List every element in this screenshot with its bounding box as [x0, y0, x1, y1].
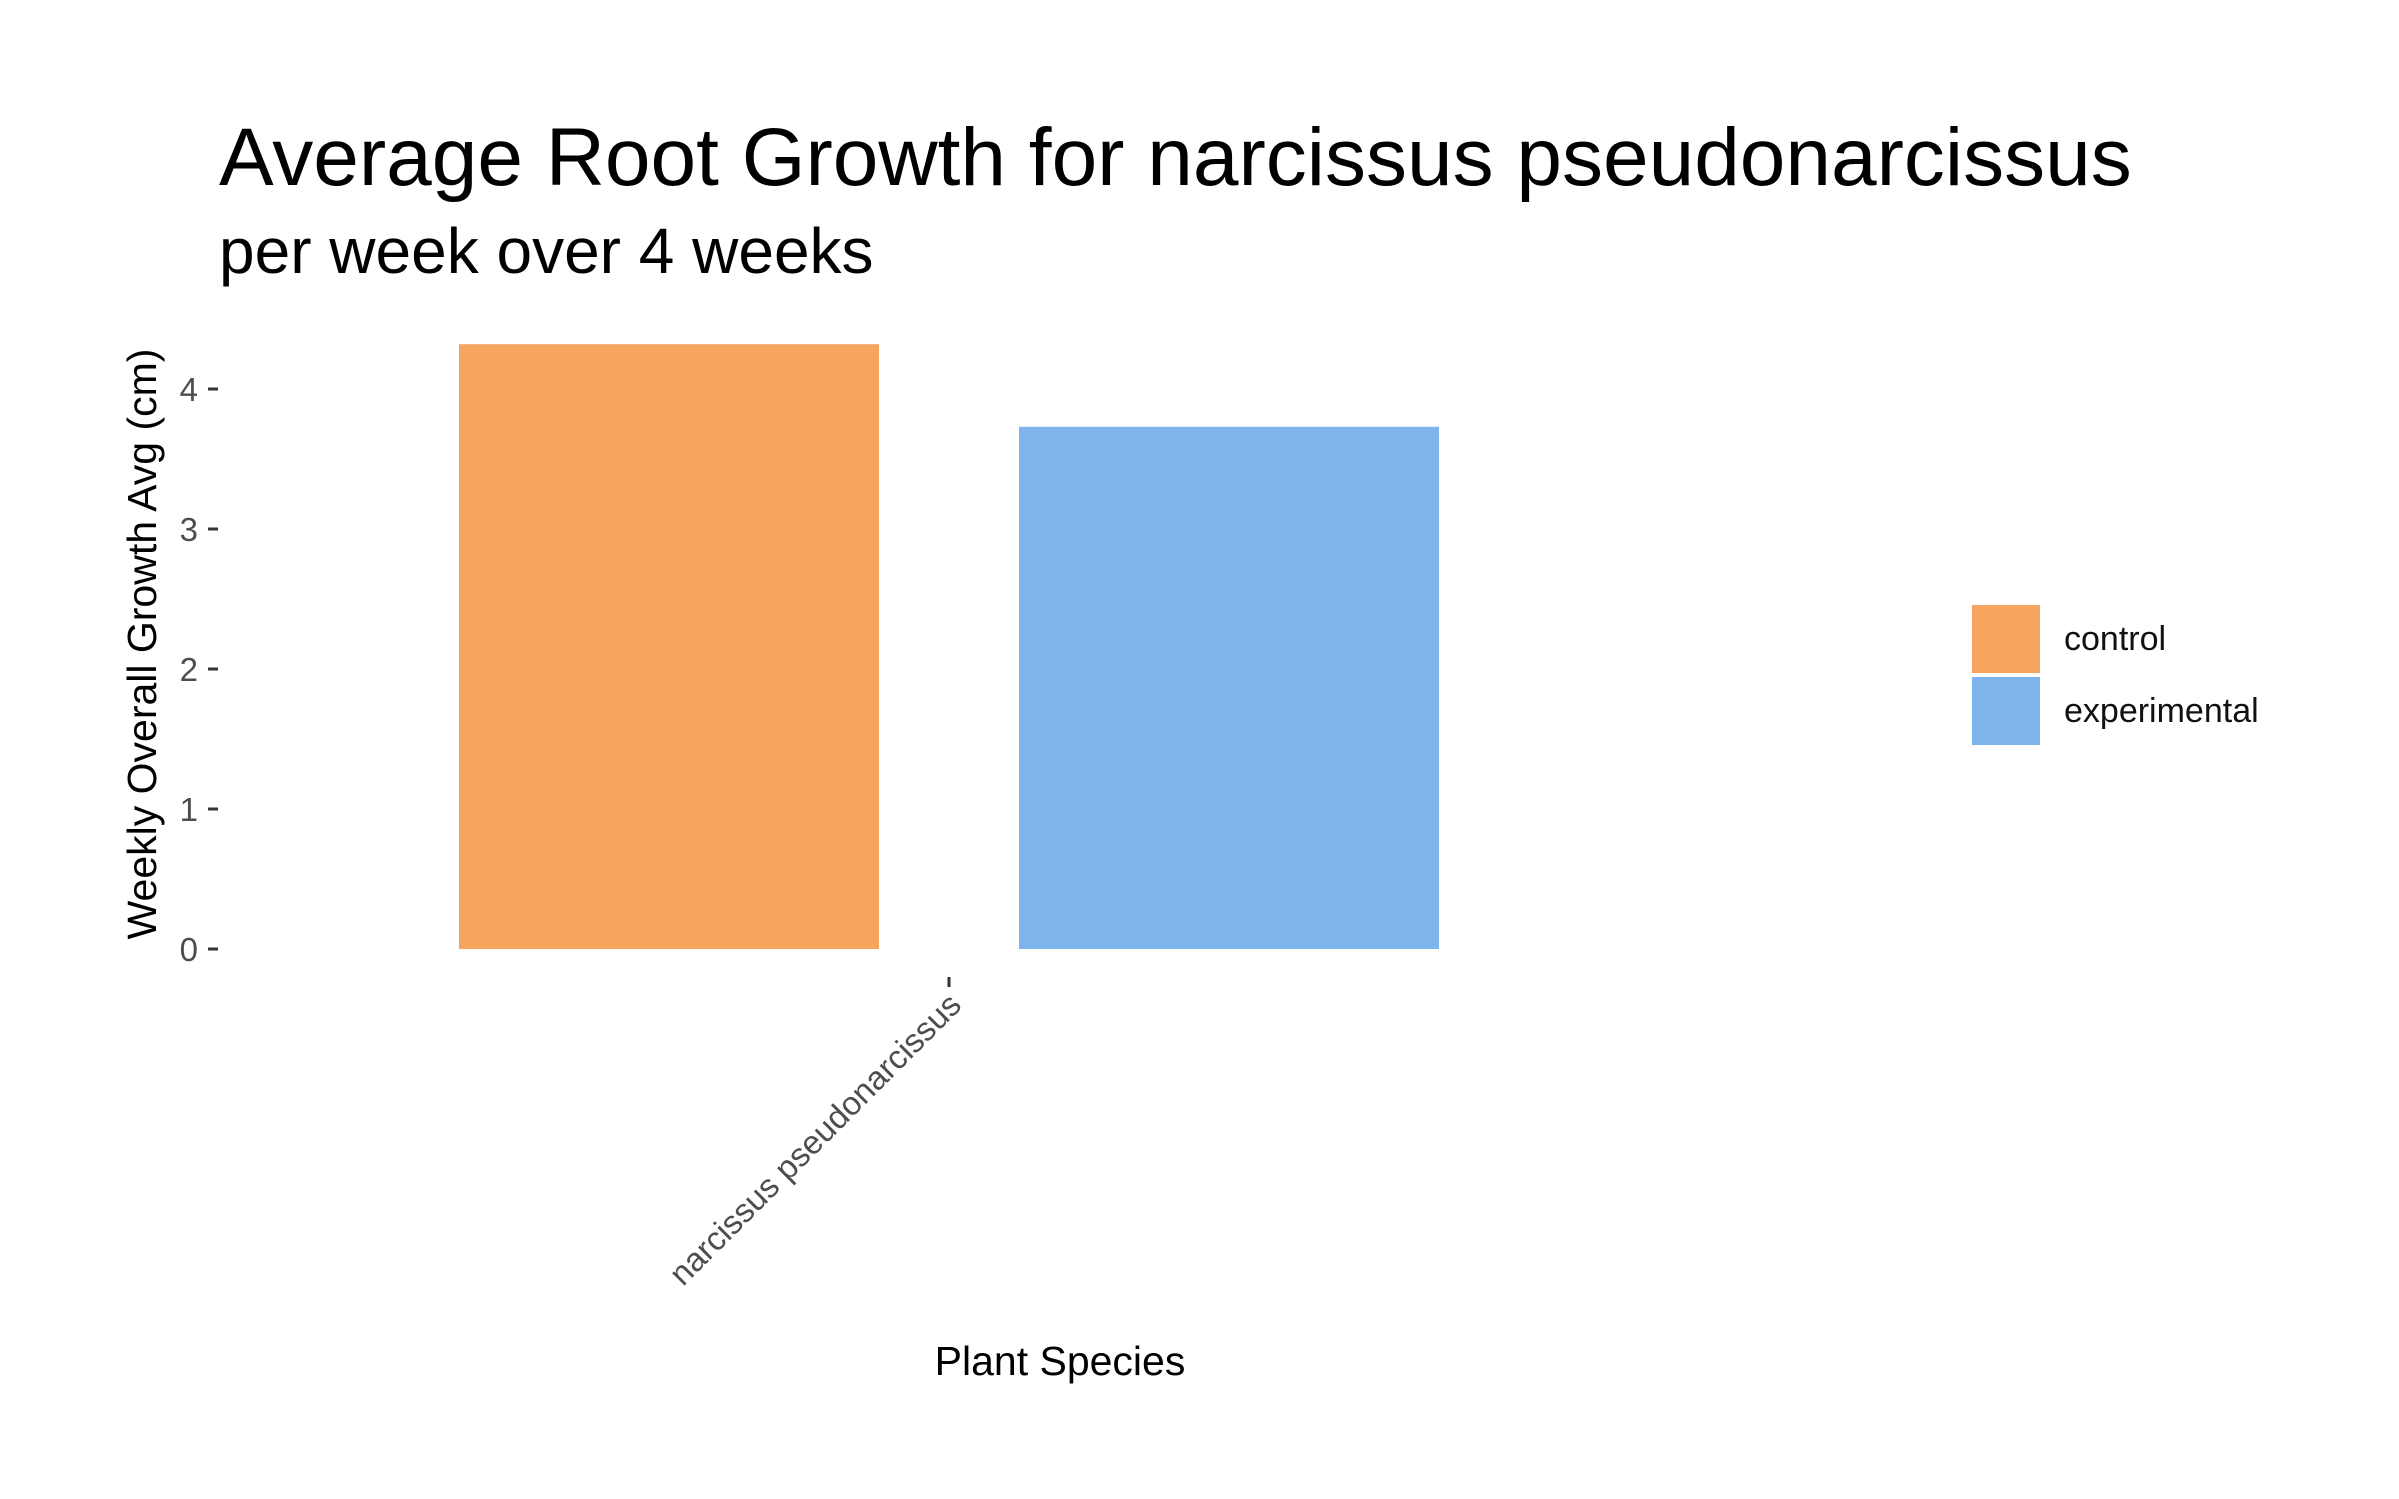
y-tick-label: 4 [180, 371, 198, 408]
legend-swatch-control [1972, 605, 2040, 673]
legend-label-control: control [2064, 620, 2167, 658]
legend-item-experimental: experimental [1972, 677, 2292, 745]
y-tick-label: 1 [180, 791, 198, 828]
legend-label-experimental: experimental [2064, 692, 2259, 730]
y-tick-label: 2 [180, 651, 198, 688]
chart-subtitle: per week over 4 weeks [219, 215, 874, 287]
legend-swatch-experimental [1972, 677, 2040, 745]
x-axis: narcissus pseudonarcissus [662, 977, 968, 1292]
bars [459, 344, 1439, 949]
bar-control [459, 344, 879, 949]
bar-experimental [1019, 426, 1439, 949]
y-tick-label: 3 [180, 511, 198, 548]
x-tick-label: narcissus pseudonarcissus [662, 986, 968, 1292]
legend-item-control: control [1972, 605, 2292, 673]
x-axis-title: Plant Species [934, 1338, 1186, 1384]
y-tick-label: 0 [180, 931, 198, 968]
y-axis: 0 1 2 3 4 [180, 371, 218, 968]
chart-title: Average Root Growth for narcissus pseudo… [219, 112, 2132, 203]
